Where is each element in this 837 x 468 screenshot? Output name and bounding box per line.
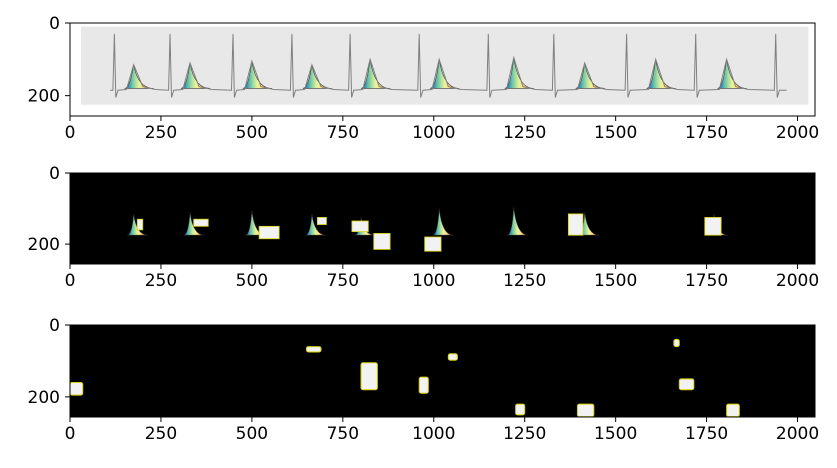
x-tick-label: 1000 [412,271,455,291]
white-blob [678,378,695,391]
y-tick-label: 0 [49,164,60,184]
x-tick-label: 0 [65,271,76,291]
x-tick-label: 250 [145,271,177,291]
white-blob [726,403,740,418]
t-wave-segment [507,206,529,236]
x-tick-label: 750 [327,424,359,444]
white-blob [447,353,458,361]
y-tick-label: 0 [49,316,60,336]
t-wave-segment [127,213,149,236]
mask-box [136,218,144,231]
x-tick-label: 1250 [503,424,546,444]
y-tick-label: 0 [49,14,60,34]
x-tick-label: 250 [145,123,177,143]
ecg-gray-area [80,26,809,105]
ecg-trace [110,33,787,98]
t-wave-segment [432,208,454,236]
axes-frame [69,324,816,418]
white-blob [418,376,429,394]
t-wave-segment [305,213,327,236]
x-tick-label: 500 [236,424,268,444]
x-tick-label: 1250 [503,271,546,291]
mask-box [373,233,391,250]
x-tick-label: 0 [65,424,76,444]
x-tick-label: 0 [65,123,76,143]
x-tick-label: 1500 [594,271,637,291]
axes-frame [69,172,816,265]
white-blob [360,362,378,391]
axes-frame [69,22,816,117]
x-tick-label: 1750 [685,424,728,444]
x-tick-label: 750 [327,123,359,143]
plot-background [70,173,815,264]
mask-box [704,217,722,236]
x-tick-label: 2000 [776,271,819,291]
y-tick-label: 200 [28,87,60,107]
x-tick-label: 1750 [685,271,728,291]
y-tick-label: 200 [28,235,60,255]
white-blob [576,403,595,418]
white-blob [515,403,526,416]
white-blob [305,346,322,353]
white-blob [673,338,680,348]
x-tick-label: 1500 [594,424,637,444]
mask-box [316,217,327,225]
x-tick-label: 2000 [776,123,819,143]
mask-box [193,218,209,227]
plot-background [70,325,815,417]
x-tick-label: 1000 [412,123,455,143]
t-wave-segment [183,212,205,236]
mask-box [351,220,369,233]
x-tick-label: 750 [327,271,359,291]
white-blob [69,382,84,396]
mask-box [258,225,280,240]
mask-box [567,213,584,236]
mask-box [424,236,442,252]
x-tick-label: 1000 [412,424,455,444]
x-tick-label: 500 [236,123,268,143]
x-tick-label: 1750 [685,123,728,143]
y-tick-label: 200 [28,388,60,408]
x-tick-label: 250 [145,424,177,444]
x-tick-label: 2000 [776,424,819,444]
x-tick-label: 1250 [503,123,546,143]
x-tick-label: 1500 [594,123,637,143]
x-tick-label: 500 [236,271,268,291]
